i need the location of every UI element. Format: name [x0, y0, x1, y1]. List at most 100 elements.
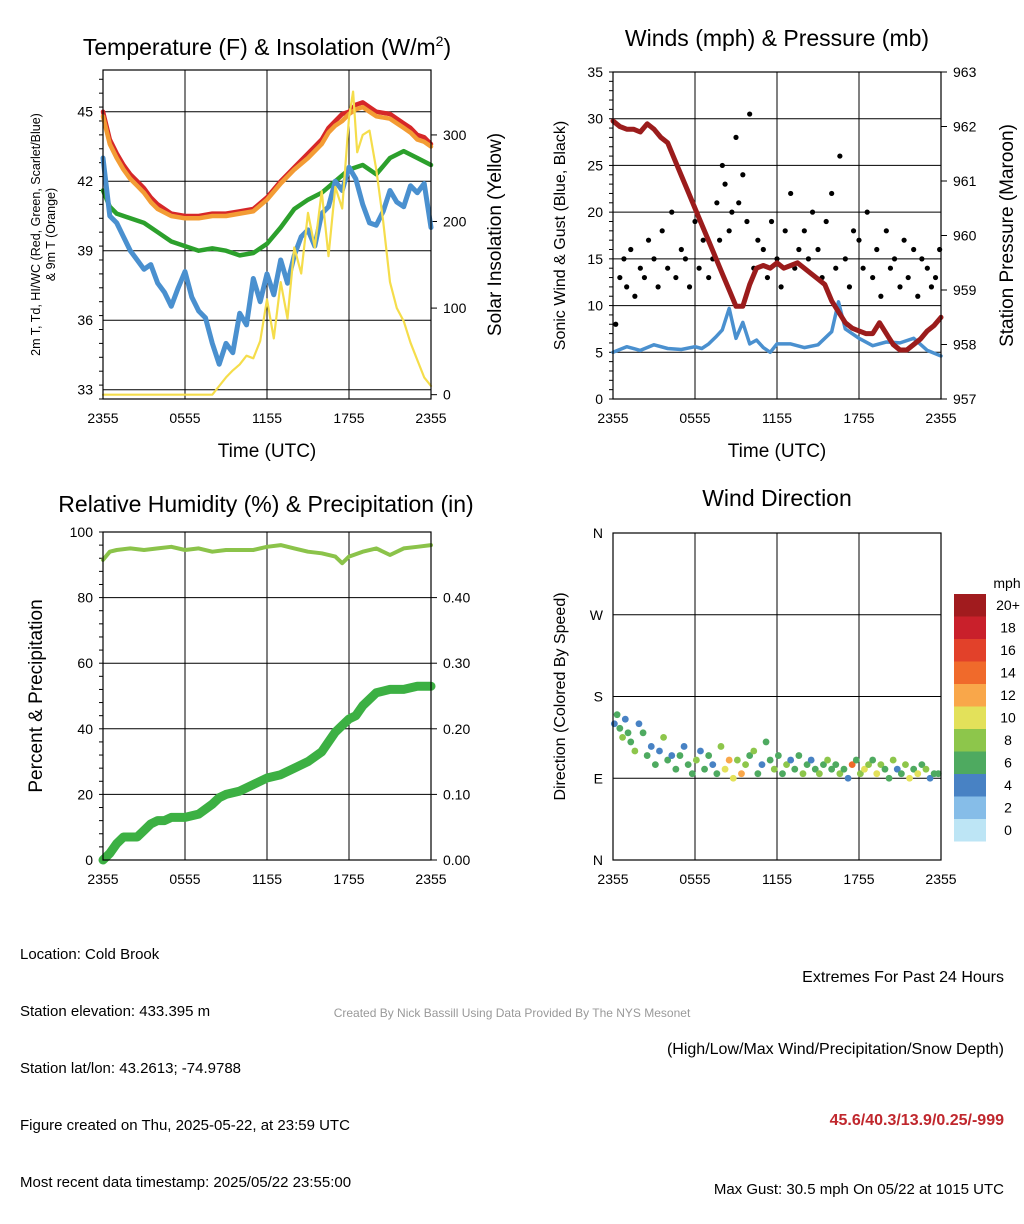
y2-tick-label: 962 — [953, 119, 977, 135]
x-tick-label: 1755 — [843, 871, 874, 887]
gust-point — [809, 209, 816, 215]
gust-point — [624, 284, 630, 290]
direction-point — [877, 761, 885, 769]
direction-point — [807, 756, 815, 764]
gust-point — [637, 265, 643, 271]
x-tick-label: 2355 — [87, 410, 118, 426]
direction-point — [647, 743, 655, 750]
direction-point — [688, 770, 696, 778]
x-tick-label: 1155 — [762, 410, 792, 426]
gust-point — [891, 256, 898, 262]
y2-tick-label: 963 — [953, 64, 977, 80]
chart-title: Relative Humidity (%) & Precipitation (i… — [58, 491, 473, 517]
gust-point — [617, 274, 623, 281]
y2-tick-label: 960 — [953, 228, 977, 244]
gust-point — [733, 134, 739, 140]
legend-label: 0 — [1004, 822, 1012, 838]
direction-point — [692, 756, 700, 764]
gust-point — [686, 284, 693, 290]
extremes-panel: Extremes For Past 24 Hours (High/Low/Max… — [667, 918, 1004, 1224]
figure-created: Figure created on Thu, 2025-05-22, at 23… — [20, 1117, 350, 1134]
legend-swatch — [954, 796, 986, 819]
series-station-pressure-maroon — [610, 118, 944, 353]
direction-point — [619, 733, 626, 741]
direction-point — [856, 770, 864, 778]
gust-point — [856, 237, 862, 243]
direction-points — [610, 711, 942, 782]
direction-point — [774, 752, 782, 759]
direction-point — [721, 765, 729, 773]
y-tick-label: W — [590, 607, 604, 623]
direction-point — [852, 756, 860, 764]
gust-point — [864, 209, 870, 215]
direction-point — [631, 747, 639, 755]
legend-label: 8 — [1004, 732, 1012, 748]
gust-point — [870, 274, 876, 281]
y-tick-label: 100 — [70, 524, 94, 540]
gust-point — [717, 237, 723, 243]
legend-swatch — [954, 639, 986, 662]
gust-point — [628, 246, 634, 253]
y-tick-label: 33 — [77, 382, 93, 398]
y-tick-label: 42 — [77, 173, 93, 189]
direction-point — [660, 733, 667, 741]
direction-point — [676, 752, 684, 759]
y-tick-label: S — [594, 689, 603, 705]
x-tick-label: 0555 — [679, 410, 710, 426]
legend-swatch — [954, 751, 986, 774]
x-tick-label: 1755 — [333, 871, 364, 887]
station-elevation: Station elevation: 433.395 m — [20, 1003, 211, 1020]
direction-point — [651, 761, 659, 769]
extremes-title: Extremes For Past 24 Hours — [802, 969, 1004, 986]
gust-point — [833, 265, 839, 271]
direction-point — [616, 724, 624, 732]
plot-frame — [612, 71, 942, 400]
y2-tick-label: 0.10 — [443, 786, 470, 802]
legend-label: 18 — [1000, 620, 1016, 636]
y2-tick-label: 961 — [953, 173, 977, 189]
direction-point — [668, 752, 676, 759]
direction-point — [779, 770, 786, 778]
gust-point — [613, 321, 619, 327]
direction-point — [610, 720, 618, 728]
direction-point — [820, 761, 827, 769]
y2-axis-label: Solar Insolation (Yellow) — [485, 133, 506, 336]
chart-winds: 2355 0555 1155 1755 2355 0 5 10 15 20 25 30 35 957 958… — [552, 25, 1018, 462]
y-tick-label: 30 — [587, 111, 603, 127]
direction-point — [824, 756, 831, 764]
direction-point — [770, 765, 778, 773]
direction-point — [791, 765, 799, 773]
gust-point — [696, 265, 702, 271]
gust-point — [760, 246, 766, 253]
direction-point — [922, 765, 930, 773]
y2-axis-label: Station Pressure (Maroon) — [997, 124, 1018, 347]
gust-point — [641, 274, 648, 281]
chart-temperature: 2355 0555 1155 1755 2355 33 36 39 42 45 0 100 200 300… — [29, 33, 506, 462]
direction-point — [893, 765, 901, 773]
direction-point — [621, 715, 629, 723]
chart-title: Wind Direction — [702, 485, 852, 511]
direction-point — [783, 761, 790, 769]
direction-point — [624, 729, 632, 737]
legend-swatch — [954, 706, 986, 729]
x-tick-label: 1155 — [252, 871, 282, 887]
x-tick-label: 2355 — [925, 410, 956, 426]
gust-point — [778, 284, 784, 290]
direction-point — [746, 752, 754, 759]
gust-point — [846, 284, 853, 290]
direction-point — [815, 770, 823, 778]
y-axis-label: Sonic Wind & Gust (Blue, Black) — [552, 121, 569, 350]
series-sonic-wind-blue — [611, 300, 943, 358]
legend-label: 4 — [1004, 777, 1012, 793]
gust-point — [655, 284, 661, 290]
gust-point — [645, 237, 652, 243]
gust-point — [782, 228, 788, 234]
y2-tick-label: 0 — [443, 387, 451, 403]
legend-label: 20+ — [996, 597, 1020, 613]
direction-point — [869, 756, 877, 764]
gust-point — [726, 228, 732, 234]
gust-point — [911, 246, 917, 253]
station-location: Location: Cold Brook — [20, 946, 160, 963]
gust-point — [805, 256, 812, 262]
gust-point — [651, 256, 657, 262]
